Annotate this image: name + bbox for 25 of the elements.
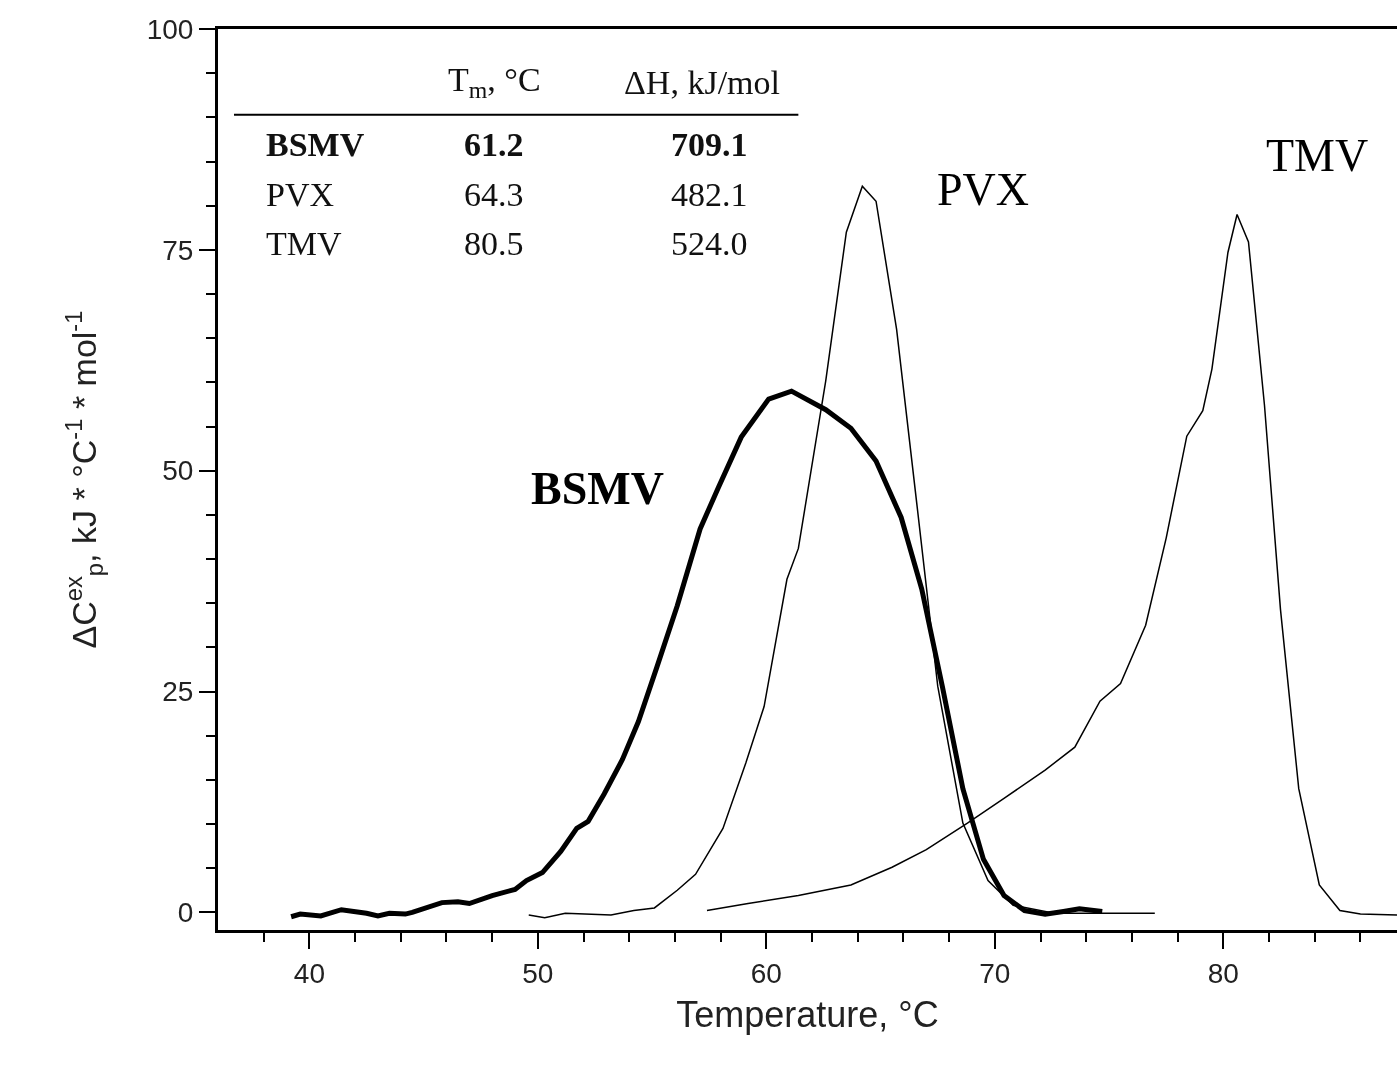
annotation: PVX xyxy=(266,176,335,213)
x-tick-label: 40 xyxy=(293,957,325,989)
series-label: TMV xyxy=(1266,130,1369,181)
annotation: 524.0 xyxy=(671,225,748,262)
x-tick-label: 80 xyxy=(1207,957,1239,989)
annotation: 80.5 xyxy=(464,225,524,262)
y-tick-label: 100 xyxy=(146,13,194,45)
y-tick-label: 75 xyxy=(162,234,194,266)
annotation: 61.2 xyxy=(464,126,524,163)
annotation: 709.1 xyxy=(671,126,748,163)
y-tick-label: 25 xyxy=(162,676,194,708)
annotation: 64.3 xyxy=(464,176,524,213)
series-label: BSMV xyxy=(531,463,664,514)
annotation: 482.1 xyxy=(671,176,748,213)
y-tick-label: 50 xyxy=(162,455,194,487)
x-tick-label: 60 xyxy=(750,957,782,989)
y-tick-label: 0 xyxy=(177,897,194,929)
x-tick-label: 50 xyxy=(522,957,554,989)
x-tick-label: 70 xyxy=(979,957,1011,989)
x-axis-title: Temperature, °C xyxy=(676,994,939,1036)
annotation: BSMV xyxy=(266,126,365,163)
annotation: ΔH, kJ/mol xyxy=(624,64,780,101)
annotation: T$_{m}$, °C xyxy=(448,61,541,104)
annotation: TMV xyxy=(266,225,342,262)
series-label: PVX xyxy=(937,164,1030,215)
